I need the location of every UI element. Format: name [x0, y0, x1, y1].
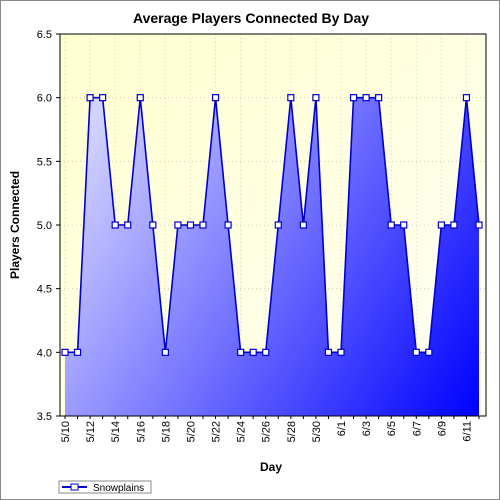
data-point-marker — [462, 94, 471, 102]
data-point-marker — [224, 221, 232, 229]
y-tick-label: 3.5 — [37, 411, 52, 423]
data-point-marker — [237, 348, 245, 356]
x-tick-label: 6/11 — [461, 421, 473, 442]
data-point-marker — [337, 348, 345, 356]
y-tick-label: 5.5 — [37, 156, 52, 168]
x-tick-label: 5/12 — [85, 421, 97, 442]
data-point-marker — [86, 94, 94, 102]
legend-label: Snowplains — [93, 483, 144, 494]
data-point-marker — [425, 348, 433, 356]
x-axis-ticks: 5/10 5/12 5/14 5/16 5/18 5/20 5/22 5/24 5/26 5/28… — [60, 416, 480, 442]
y-axis-label: Players Connected — [8, 171, 22, 279]
data-point-marker — [450, 221, 458, 229]
data-point-marker — [375, 94, 383, 102]
x-tick-label: 6/1 — [336, 421, 348, 436]
data-point-marker — [324, 348, 333, 356]
y-tick-label: 5.0 — [37, 220, 52, 232]
legend-marker-swatch — [70, 483, 79, 491]
data-point-marker — [400, 221, 408, 229]
data-point-marker — [136, 94, 144, 102]
series-line — [65, 96, 480, 354]
x-tick-label: 5/16 — [135, 421, 147, 442]
data-point-marker — [312, 94, 320, 102]
x-tick-label: 5/24 — [236, 421, 248, 442]
data-point-marker — [73, 348, 82, 356]
data-point-marker — [287, 94, 295, 102]
x-tick-label: 5/28 — [286, 421, 298, 442]
data-point-marker — [412, 348, 420, 356]
x-tick-label: 5/22 — [211, 421, 223, 442]
y-axis-ticks: 3.5 4.0 4.5 5.0 5.5 6.0 6.5 — [37, 29, 60, 423]
data-point-marker — [437, 221, 445, 229]
x-tick-label: 5/10 — [60, 421, 72, 442]
data-point-marker — [274, 221, 282, 229]
data-point-marker — [299, 221, 307, 229]
x-tick-label: 5/14 — [110, 421, 122, 442]
data-point-marker — [174, 221, 182, 229]
series-markers — [61, 94, 483, 356]
data-point-marker — [199, 221, 207, 229]
x-tick-label: 6/3 — [361, 421, 373, 436]
y-tick-label: 4.5 — [37, 284, 52, 296]
x-tick-label: 6/9 — [436, 421, 448, 436]
chart-title: Average Players Connected By Day — [133, 10, 369, 26]
legend: Snowplains — [58, 480, 152, 494]
data-point-marker — [124, 221, 132, 229]
data-point-marker — [349, 94, 358, 102]
y-tick-label: 6.0 — [37, 93, 52, 105]
data-point-marker — [262, 348, 270, 356]
series-area — [65, 97, 479, 417]
x-tick-label: 6/7 — [411, 421, 423, 436]
x-tick-label: 6/5 — [386, 421, 398, 436]
data-point-marker — [362, 94, 370, 102]
data-point-marker — [61, 348, 69, 356]
data-point-marker — [111, 221, 119, 229]
x-tick-label: 5/20 — [185, 421, 197, 442]
data-point-marker — [161, 348, 169, 356]
data-point-marker — [211, 94, 220, 102]
y-tick-label: 4.0 — [37, 347, 52, 359]
data-point-marker — [475, 221, 483, 229]
data-point-marker — [99, 94, 107, 102]
x-axis-label: Day — [260, 460, 282, 474]
data-point-marker — [186, 221, 195, 229]
x-tick-label: 5/18 — [160, 421, 172, 442]
y-tick-label: 6.5 — [37, 29, 52, 41]
x-tick-label: 5/30 — [311, 421, 323, 442]
data-point-marker — [149, 221, 157, 229]
x-tick-label: 5/26 — [261, 421, 273, 442]
legend-box — [58, 480, 152, 494]
data-point-marker — [387, 221, 395, 229]
data-point-marker — [249, 348, 257, 356]
